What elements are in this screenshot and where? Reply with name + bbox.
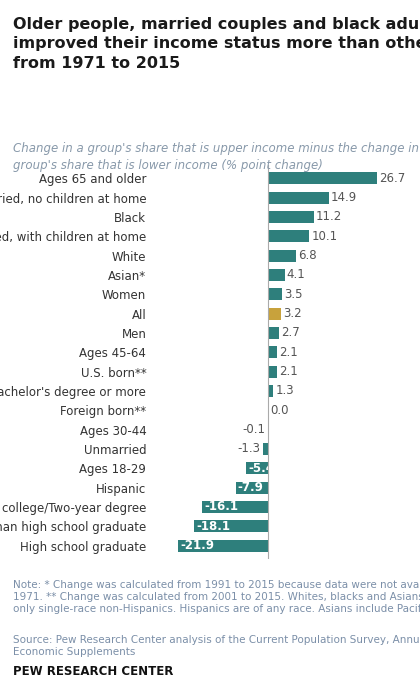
Bar [268, 172, 378, 184]
Bar [268, 307, 281, 320]
Bar [268, 385, 273, 397]
Text: 1.3: 1.3 [276, 384, 294, 397]
Text: 11.2: 11.2 [316, 211, 342, 224]
Text: 10.1: 10.1 [312, 230, 338, 243]
Text: 2.1: 2.1 [278, 365, 297, 378]
Text: 3.5: 3.5 [284, 287, 303, 300]
Bar [236, 482, 268, 493]
Text: 26.7: 26.7 [379, 172, 406, 185]
Bar [268, 288, 282, 300]
Text: -0.1: -0.1 [243, 423, 265, 436]
Text: Older people, married couples and black adults
improved their income status more: Older people, married couples and black … [13, 17, 420, 71]
Bar [268, 211, 314, 223]
Text: 2.7: 2.7 [281, 327, 300, 340]
Text: PEW RESEARCH CENTER: PEW RESEARCH CENTER [13, 665, 173, 678]
Text: -16.1: -16.1 [204, 500, 238, 513]
Bar [262, 443, 268, 455]
Text: 0.0: 0.0 [270, 403, 289, 416]
Text: -5.4: -5.4 [248, 462, 274, 475]
Text: 2.1: 2.1 [278, 346, 297, 359]
Text: Note: * Change was calculated from 1991 to 2015 because data were not available : Note: * Change was calculated from 1991 … [13, 580, 420, 615]
Bar [202, 501, 268, 513]
Text: -7.9: -7.9 [238, 481, 264, 494]
Text: Change in a group's share that is upper income minus the change in the
group's s: Change in a group's share that is upper … [13, 142, 420, 172]
Bar [178, 540, 268, 552]
Text: -21.9: -21.9 [180, 539, 214, 552]
Bar [268, 346, 277, 358]
Bar [194, 520, 268, 532]
Text: 14.9: 14.9 [331, 191, 357, 204]
Bar [268, 327, 279, 339]
Bar [268, 269, 285, 281]
Text: -18.1: -18.1 [196, 520, 230, 533]
Text: 6.8: 6.8 [298, 249, 317, 262]
Text: -1.3: -1.3 [238, 442, 261, 456]
Text: 3.2: 3.2 [283, 307, 302, 320]
Bar [268, 366, 277, 377]
Bar [268, 250, 296, 261]
Bar [268, 230, 310, 242]
Text: 4.1: 4.1 [287, 268, 306, 281]
Bar [268, 191, 329, 204]
Bar [246, 462, 268, 474]
Text: Source: Pew Research Center analysis of the Current Population Survey, Annual So: Source: Pew Research Center analysis of … [13, 635, 420, 657]
